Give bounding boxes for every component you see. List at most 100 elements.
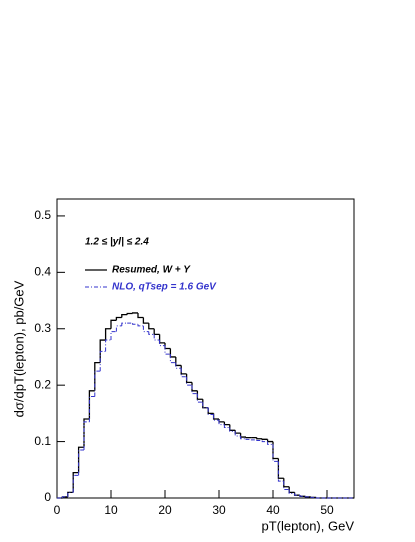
- histogram-step: [78, 449, 84, 476]
- histogram-step: [164, 342, 171, 350]
- histogram-step: [153, 328, 160, 336]
- histogram-step: [88, 390, 95, 420]
- histogram-step: [277, 461, 284, 482]
- histogram-step: [131, 312, 138, 314]
- histogram-step: [126, 312, 133, 315]
- histogram-step: [132, 323, 138, 325]
- histogram-step: [202, 402, 209, 409]
- y-tick-label: 0: [44, 490, 51, 504]
- histogram-step: [137, 312, 144, 319]
- y-tick-label: 0.2: [34, 377, 51, 391]
- histogram-step: [213, 414, 219, 421]
- histogram-step: [218, 419, 225, 423]
- histogram-step: [229, 427, 236, 432]
- histogram-step: [196, 393, 203, 403]
- histogram-step: [277, 458, 284, 479]
- histogram-step: [105, 339, 111, 352]
- histogram-step: [239, 433, 246, 438]
- histogram-step: [191, 385, 198, 395]
- histogram-step: [234, 430, 241, 434]
- histogram-step: [77, 446, 84, 473]
- histogram-step: [207, 407, 214, 416]
- histogram-step: [218, 420, 225, 426]
- x-tick-label: 20: [158, 503, 172, 517]
- histogram-step: [245, 438, 252, 440]
- histogram-step: [185, 373, 192, 383]
- annotation: 1.2 ≤ |yl| ≤ 2.4: [85, 237, 149, 248]
- histogram-step: [121, 322, 128, 326]
- histogram-step: [175, 362, 182, 369]
- histogram-step: [72, 474, 79, 493]
- histogram-step: [267, 441, 273, 445]
- histogram-step: [99, 350, 106, 372]
- histogram-step: [212, 413, 219, 420]
- histogram-step: [148, 331, 155, 335]
- histogram-step: [169, 354, 176, 364]
- histogram-step: [94, 370, 101, 397]
- histogram-step: [261, 438, 268, 440]
- histogram-step: [283, 481, 290, 491]
- histogram-step: [310, 496, 317, 498]
- histogram-step: [153, 334, 160, 341]
- y-axis-label: dσ/dpT(lepton), pb/GeV: [11, 280, 26, 417]
- histogram-step: [148, 323, 155, 330]
- x-tick-label: 40: [266, 503, 280, 517]
- histogram-step: [256, 439, 263, 441]
- histogram-step: [191, 382, 198, 392]
- histogram-step: [67, 491, 74, 497]
- y-tick-label: 0.1: [34, 434, 51, 448]
- histogram-step: [245, 436, 252, 439]
- histogram-step: [61, 496, 68, 498]
- histogram-step: [261, 440, 268, 443]
- histogram-step: [196, 390, 203, 400]
- histogram-step: [175, 356, 182, 367]
- histogram-step: [137, 324, 144, 327]
- histogram-step: [207, 407, 214, 415]
- legend-label: Resumed, W + Y: [112, 265, 191, 276]
- histogram-step: [288, 486, 295, 494]
- histogram-step: [240, 435, 246, 440]
- histogram-step: [104, 328, 111, 341]
- histogram-step: [283, 478, 290, 488]
- histogram-step: [256, 437, 263, 440]
- histogram-step: [83, 421, 90, 451]
- histogram-step: [266, 439, 273, 443]
- x-axis-label: pT(lepton), GeV: [262, 518, 355, 533]
- histogram-step: [158, 334, 165, 344]
- histogram-step: [223, 421, 230, 426]
- histogram-step: [142, 317, 149, 324]
- histogram-step: [121, 314, 128, 318]
- histogram-step: [288, 489, 295, 494]
- x-tick-label: 50: [320, 503, 334, 517]
- legend-label: NLO, qTsep = 1.6 GeV: [112, 282, 217, 293]
- histogram-step: [67, 491, 74, 497]
- histogram-step: [250, 439, 257, 441]
- histogram-step: [115, 325, 122, 332]
- x-tick-label: 30: [212, 503, 226, 517]
- histogram-step: [115, 316, 122, 321]
- plot-frame: [56, 198, 355, 499]
- histogram-step: [110, 331, 117, 341]
- histogram-step: [234, 431, 241, 437]
- histogram-step: [229, 424, 236, 431]
- histogram-step: [272, 441, 279, 460]
- histogram-step: [164, 345, 171, 355]
- histogram-step: [88, 395, 95, 422]
- histogram-step: [169, 348, 176, 358]
- y-tick-label: 0.3: [34, 321, 51, 335]
- histogram-step: [272, 444, 279, 462]
- histogram-step: [142, 325, 149, 333]
- histogram-step: [83, 418, 90, 448]
- histogram-step: [223, 424, 230, 428]
- x-tick-label: 10: [104, 503, 118, 517]
- histogram-step: [304, 496, 311, 498]
- histogram-step: [180, 368, 187, 378]
- histogram-step: [94, 361, 101, 391]
- histogram-step: [186, 376, 192, 386]
- histogram-step: [315, 497, 322, 499]
- y-tick-label: 0.5: [34, 208, 51, 222]
- histogram-step: [202, 399, 209, 409]
- x-tick-label: 0: [54, 503, 61, 517]
